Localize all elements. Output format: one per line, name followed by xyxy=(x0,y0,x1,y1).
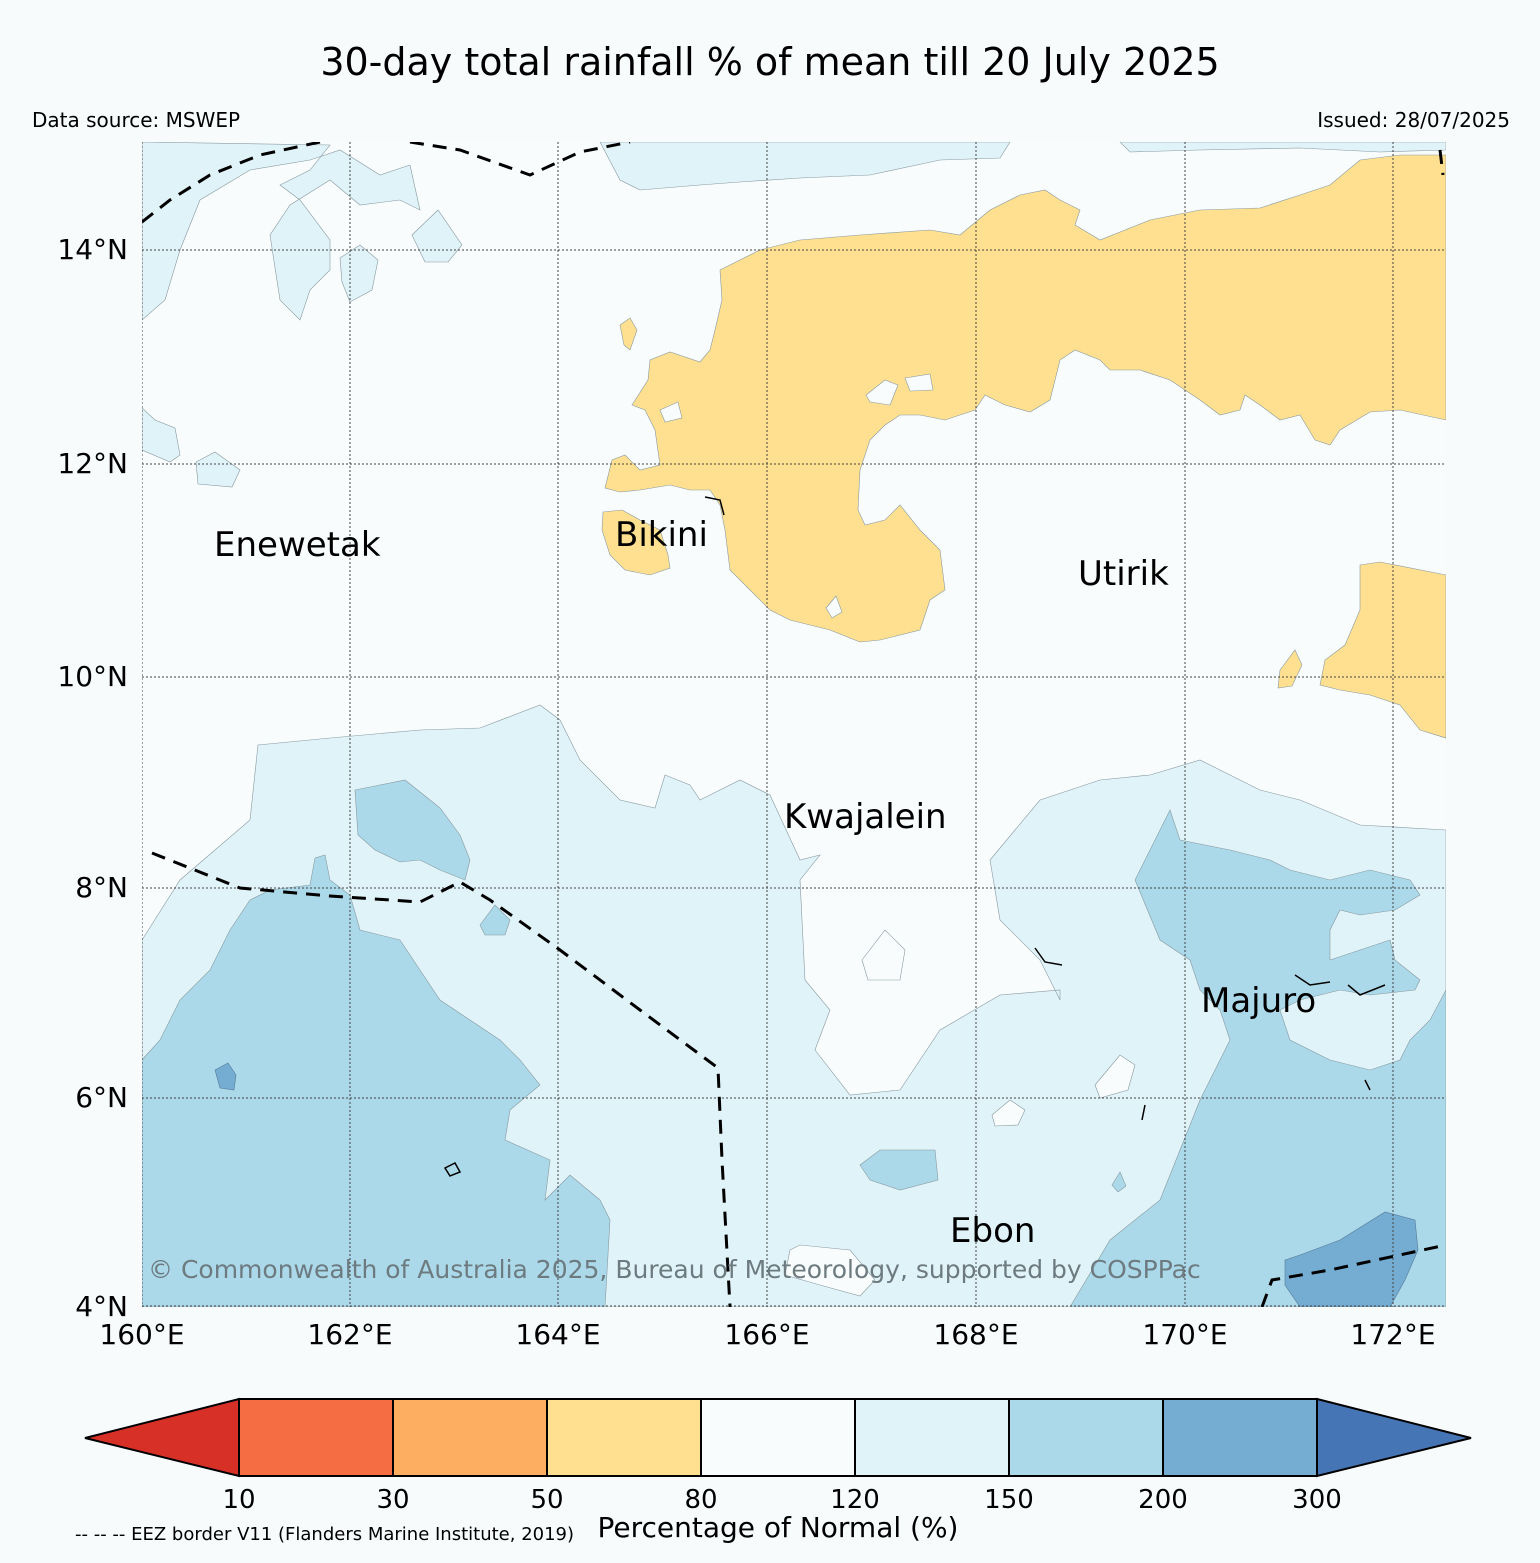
rainfall-region-150-200-east xyxy=(1069,809,1446,1307)
colorbar-segment-150-200 xyxy=(1008,1398,1164,1477)
lat-label-6n: 6°N xyxy=(75,1081,128,1114)
place-label-bikini: Bikini xyxy=(615,515,708,555)
map-title: 30-day total rainfall % of mean till 20 … xyxy=(320,40,1220,84)
normal-patch-5 xyxy=(865,379,899,406)
rainfall-patch-i xyxy=(214,1062,237,1091)
rainfall-patch-g xyxy=(859,1149,939,1191)
lon-label-160e: 160°E xyxy=(99,1318,184,1351)
normal-patch-3 xyxy=(991,1099,1026,1127)
lon-label-164e: 164°E xyxy=(515,1318,600,1351)
eez-border-note: -- -- -- EEZ border V11 (Flanders Marine… xyxy=(75,1524,575,1545)
rainfall-patch-f xyxy=(479,904,511,936)
colorbar-tick-150: 150 xyxy=(984,1485,1034,1515)
rainfall-patch-c xyxy=(142,407,181,463)
rainfall-patch-k xyxy=(619,317,638,351)
lat-label-10n: 10°N xyxy=(57,660,128,693)
rainfall-patch-e xyxy=(1119,142,1446,153)
normal-patch-2 xyxy=(1094,1054,1136,1099)
colorbar-legend: 10 30 50 80 120 150 200 300 Percentage o… xyxy=(84,1397,1472,1544)
normal-patch-6 xyxy=(904,373,934,392)
normal-patch-8 xyxy=(825,595,843,619)
lon-label-166e: 166°E xyxy=(724,1318,809,1351)
colorbar-tick-300: 300 xyxy=(1292,1485,1342,1515)
colorbar-tick-80: 80 xyxy=(684,1485,717,1515)
colorbar-title: Percentage of Normal (%) xyxy=(598,1511,959,1544)
rainfall-region-150-200-west xyxy=(142,854,611,1307)
colorbar-segment-30-50 xyxy=(392,1398,548,1477)
map-plot-area: Enewetak Bikini Utirik Kwajalein Majuro … xyxy=(142,142,1446,1307)
colorbar-tick-200: 200 xyxy=(1138,1485,1188,1515)
lon-label-170e: 170°E xyxy=(1142,1318,1227,1351)
rainfall-patch-h xyxy=(1111,1171,1127,1193)
normal-patch-7 xyxy=(659,401,683,423)
colorbar-segment-50-80 xyxy=(546,1398,702,1477)
colorbar-tick-10: 10 xyxy=(222,1485,255,1515)
rainfall-region-150-200-central xyxy=(354,779,471,881)
normal-patch-1 xyxy=(861,929,906,981)
rainfall-patch-d xyxy=(195,451,241,488)
colorbar-segment-200-300 xyxy=(1162,1398,1318,1477)
place-label-kwajalein: Kwajalein xyxy=(784,797,947,837)
rainfall-patch-j xyxy=(601,509,671,576)
colorbar-segment-80-120 xyxy=(700,1398,856,1477)
lon-label-168e: 168°E xyxy=(933,1318,1018,1351)
rainfall-region-200-300-southeast xyxy=(1284,1211,1419,1307)
colorbar-tick-120: 120 xyxy=(830,1485,880,1515)
rainfall-region-50-80-east xyxy=(1319,561,1446,739)
rainfall-patch-l xyxy=(1277,649,1303,689)
lat-label-14n: 14°N xyxy=(57,233,128,266)
island-outlines xyxy=(443,496,1386,1177)
rainfall-patch-b xyxy=(411,209,463,263)
lat-label-8n: 8°N xyxy=(75,871,128,904)
lat-label-12n: 12°N xyxy=(57,447,128,480)
issued-date-label: Issued: 28/07/2025 xyxy=(1317,108,1510,132)
place-label-utirik: Utirik xyxy=(1078,554,1169,594)
eez-border xyxy=(142,142,1446,1307)
rainfall-region-50-80-north xyxy=(604,154,1446,643)
colorbar-segment-10-30 xyxy=(238,1398,394,1477)
colorbar-tick-50: 50 xyxy=(530,1485,563,1515)
colorbar-segment-above-300 xyxy=(1316,1397,1472,1478)
lat-label-4n: 4°N xyxy=(75,1290,128,1323)
colorbar-tick-30: 30 xyxy=(376,1485,409,1515)
place-label-ebon: Ebon xyxy=(950,1211,1035,1251)
graticule xyxy=(142,142,1446,1307)
place-label-enewetak: Enewetak xyxy=(214,525,381,565)
rainfall-region-120-150-top xyxy=(599,142,1011,191)
lon-label-162e: 162°E xyxy=(307,1318,392,1351)
copyright-watermark: © Commonwealth of Australia 2025, Bureau… xyxy=(148,1255,1201,1284)
normal-patch-4 xyxy=(784,1244,876,1297)
lon-label-172e: 172°E xyxy=(1350,1318,1435,1351)
place-label-majuro: Majuro xyxy=(1201,981,1316,1021)
colorbar-segment-120-150 xyxy=(854,1398,1010,1477)
colorbar-segment-below-10 xyxy=(84,1397,240,1478)
data-source-label: Data source: MSWEP xyxy=(32,108,241,132)
